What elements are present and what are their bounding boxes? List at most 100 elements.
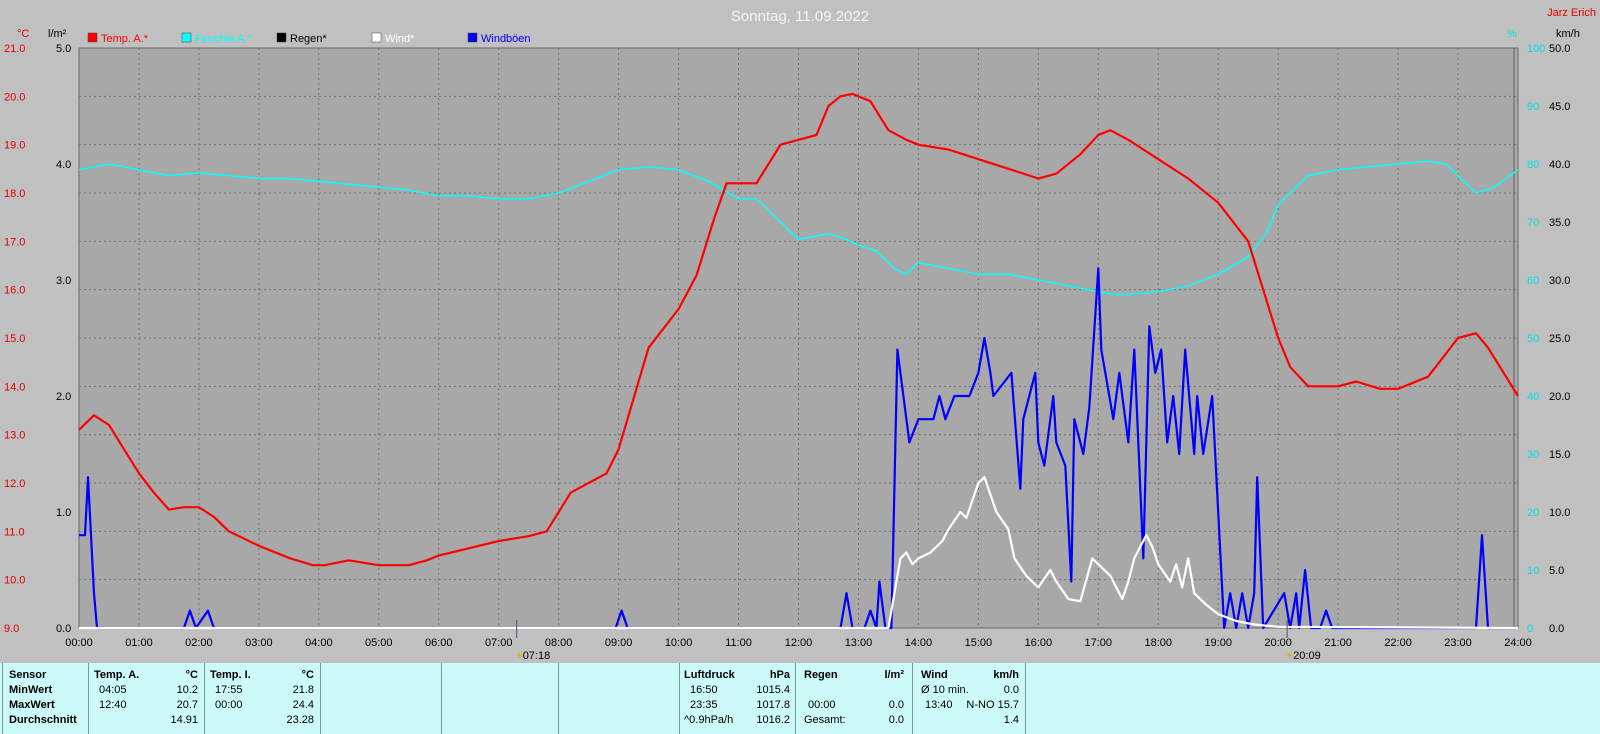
- temp-tick-label: 16.0: [4, 285, 25, 297]
- stats-col-empty-2: [442, 663, 559, 734]
- sensor-header: Sensor: [9, 669, 47, 681]
- stats-col-labels: Sensor MinWert MaxWert Durchschnitt: [2, 663, 89, 734]
- pressure-max-value: 1017.8: [756, 699, 790, 711]
- legend-swatch: [371, 32, 382, 43]
- temp-a-unit: °C: [185, 669, 198, 681]
- time-tick-label: 10:00: [665, 637, 693, 649]
- temp-i-max-value: 24.4: [292, 699, 314, 711]
- time-tick-label: 12:00: [785, 637, 813, 649]
- time-tick-label: 08:00: [545, 637, 573, 649]
- max-label: MaxWert: [9, 699, 55, 711]
- humidity-tick-label: 50: [1527, 333, 1539, 345]
- humidity-tick-label: 20: [1527, 507, 1539, 519]
- time-tick-label: 20:00: [1264, 637, 1292, 649]
- time-tick-label: 14:00: [905, 637, 933, 649]
- rain-tick-label: 4.0: [56, 159, 71, 171]
- temp-i-header: Temp. I.: [210, 669, 251, 681]
- temp-tick-label: 10.0: [4, 575, 25, 587]
- humidity-tick-label: 100: [1527, 43, 1545, 55]
- legend-label: Wind*: [385, 33, 415, 45]
- series-lines: [78, 92, 1519, 630]
- wind-header: Wind: [921, 669, 948, 681]
- stats-col-pressure: Luftdruck hPa 16:50 1015.4 23:35 1017.8 ^0.…: [680, 663, 796, 734]
- stats-col-temp-i: Temp. I. °C 17:55 21.8 00:00 24.4 23.28: [205, 663, 321, 734]
- legend-label: Windböen: [481, 33, 531, 45]
- humidity-tick-label: 10: [1527, 565, 1539, 577]
- time-tick-label: 24:00: [1504, 637, 1532, 649]
- temp-a-max-time: 12:40: [99, 699, 127, 711]
- time-tick-label: 09:00: [605, 637, 633, 649]
- legend-swatch: [181, 32, 192, 43]
- rain-total-value: 0.0: [888, 714, 904, 726]
- temp-i-min-value: 21.8: [292, 684, 314, 696]
- legend-swatch: [276, 32, 287, 43]
- wind-avg10-label: Ø 10 min.: [921, 684, 969, 696]
- time-tick-label: 18:00: [1144, 637, 1172, 649]
- legend-swatch: [87, 32, 98, 43]
- avg-label: Durchschnitt: [9, 714, 77, 726]
- humidity-tick-label: 60: [1527, 275, 1539, 287]
- legend-swatch: [467, 32, 478, 43]
- time-tick-label: 01:00: [125, 637, 153, 649]
- time-tick-label: 00:00: [65, 637, 93, 649]
- stats-col-wind: Wind km/h Ø 10 min. 0.0 13:40 N-NO 15.7 1.4: [913, 663, 1026, 734]
- temp-tick-label: 15.0: [4, 333, 25, 345]
- time-tick-label: 04:00: [305, 637, 333, 649]
- pressure-unit: hPa: [769, 669, 790, 681]
- temp-tick-label: 11.0: [4, 526, 25, 538]
- series-line-wind: [79, 476, 1519, 630]
- temp-tick-label: 20.0: [4, 91, 25, 103]
- station-name: Jarz Erich: [1547, 7, 1596, 19]
- sunset-label: 20:09: [1293, 650, 1321, 660]
- legend-label: Regen*: [290, 33, 327, 45]
- wind-max-value: N-NO 15.7: [966, 699, 1019, 711]
- wind-tick-label: 0.0: [1549, 623, 1564, 635]
- sunrise-label: 07:18: [523, 650, 551, 660]
- temp-tick-label: 19.0: [4, 140, 25, 152]
- temp-tick-label: 14.0: [4, 381, 25, 393]
- rain-header: Regen: [804, 669, 838, 681]
- wind-tick-label: 10.0: [1549, 507, 1570, 519]
- temp-a-min-value: 10.2: [176, 684, 198, 696]
- legend-label: Temp. A.*: [101, 33, 149, 45]
- temp-a-average: 14.91: [170, 714, 198, 726]
- stats-col-temp-a: Temp. A. °C 04:05 10.2 12:40 20.7 14.91: [89, 663, 205, 734]
- wind-avg10-value: 0.0: [1003, 684, 1019, 696]
- time-tick-label: 23:00: [1444, 637, 1472, 649]
- wind-average: 1.4: [1003, 714, 1019, 726]
- sun-markers: ☀ 07:18 ☀ 20:09: [515, 620, 1321, 660]
- time-tick-label: 07:00: [485, 637, 513, 649]
- legend-label: Feuchte A.*: [195, 33, 253, 45]
- temp-i-average: 23.28: [286, 714, 314, 726]
- temp-tick-label: 21.0: [4, 43, 25, 55]
- temp-i-max-time: 00:00: [215, 699, 243, 711]
- min-label: MinWert: [9, 684, 53, 696]
- pressure-trend: ^0.9hPa/h: [684, 714, 734, 726]
- time-tick-label: 02:00: [185, 637, 213, 649]
- time-tick-label: 17:00: [1085, 637, 1113, 649]
- pressure-average: 1016.2: [756, 714, 790, 726]
- time-tick-label: 05:00: [365, 637, 393, 649]
- rain-tick-label: 0.0: [56, 623, 71, 635]
- sun-icon: ☀: [515, 651, 524, 660]
- temp-i-min-time: 17:55: [215, 684, 243, 696]
- axes: 21.0 20.0 19.0 18.0 17.0 16.0 15.0 14.0 13.0 12.0…: [4, 43, 1570, 649]
- stats-col-rain: Regen l/m² 00:00 0.0 Gesamt: 0.0: [796, 663, 913, 734]
- time-tick-label: 13:00: [845, 637, 873, 649]
- rain-total-label: Gesamt:: [804, 714, 846, 726]
- wind-tick-label: 15.0: [1549, 449, 1570, 461]
- temp-a-max-value: 20.7: [176, 699, 198, 711]
- wind-tick-label: 40.0: [1549, 159, 1570, 171]
- pressure-min-value: 1015.4: [756, 684, 790, 696]
- wind-tick-label: 50.0: [1549, 43, 1570, 55]
- humidity-tick-label: 70: [1527, 217, 1539, 229]
- time-tick-label: 16:00: [1025, 637, 1053, 649]
- time-tick-label: 06:00: [425, 637, 453, 649]
- weather-chart: Sonntag, 11.09.2022 Jarz Erich °C l/m² %…: [4, 7, 1596, 660]
- humidity-axis-unit: %: [1507, 28, 1517, 40]
- time-tick-label: 22:00: [1384, 637, 1412, 649]
- time-tick-label: 03:00: [245, 637, 273, 649]
- temp-i-unit: °C: [301, 669, 314, 681]
- temp-axis-unit: °C: [17, 28, 29, 40]
- pressure-max-time: 23:35: [690, 699, 718, 711]
